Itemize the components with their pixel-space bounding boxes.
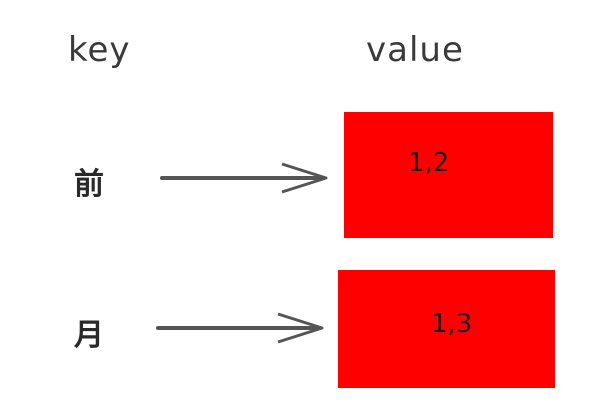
arrow-right-icon bbox=[156, 312, 324, 344]
arrow-right-icon bbox=[160, 162, 328, 194]
value-text: 1,3 bbox=[431, 309, 473, 339]
key-label: 前 bbox=[74, 167, 104, 202]
value-text: 1,2 bbox=[408, 148, 450, 178]
key-column-header: key bbox=[68, 30, 131, 70]
value-box bbox=[344, 112, 553, 238]
value-box bbox=[338, 270, 555, 388]
value-column-header: value bbox=[366, 30, 464, 70]
key-label: 月 bbox=[74, 318, 104, 353]
